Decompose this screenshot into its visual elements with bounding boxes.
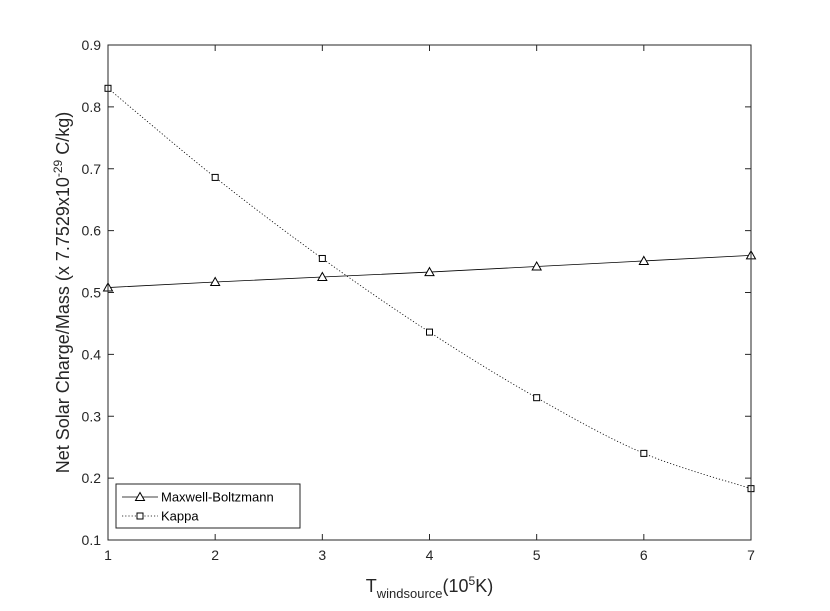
- y-tick-label: 0.4: [82, 346, 102, 362]
- y-tick-label: 0.6: [82, 223, 102, 239]
- x-tick-label: 1: [104, 547, 112, 563]
- point-kappa: [426, 328, 433, 336]
- point-kappa: [318, 254, 326, 262]
- legend-label-kappa: Kappa: [161, 509, 199, 524]
- x-axis: 1 2 3 4 5 6 7: [104, 45, 755, 563]
- x-tick-label: 6: [640, 547, 648, 563]
- legend-marker-maxwell-boltzmann: [134, 491, 146, 501]
- y-tick-label: 0.5: [82, 285, 102, 301]
- x-tick-label: 4: [426, 547, 434, 563]
- x-tick-label: 5: [533, 547, 541, 563]
- point-maxwell-boltzmann: [424, 266, 435, 277]
- y-axis-title: Net Solar Charge/Mass (x 7.7529x10-29 C/…: [51, 112, 73, 474]
- point-kappa: [211, 173, 219, 181]
- point-maxwell-boltzmann: [638, 255, 650, 265]
- y-axis: 0.1 0.2 0.3 0.4 0.5 0.6 0.7 0.8 0.9: [82, 37, 751, 548]
- legend: Maxwell-Boltzmann Kappa: [115, 483, 301, 529]
- series-layer: [102, 84, 757, 493]
- legend-label-maxwell-boltzmann: Maxwell-Boltzmann: [161, 490, 274, 505]
- point-kappa: [640, 449, 648, 457]
- y-tick-label: 0.1: [82, 532, 102, 548]
- y-tick-label: 0.8: [82, 99, 102, 115]
- plot-area: [108, 45, 751, 540]
- point-kappa: [533, 394, 541, 402]
- x-tick-label: 2: [211, 547, 219, 563]
- x-axis-title: Twindsource(105K): [366, 574, 493, 601]
- legend-box: [115, 483, 301, 529]
- y-tick-label: 0.7: [82, 161, 102, 177]
- legend-marker-kappa: [136, 512, 144, 520]
- x-tick-label: 7: [747, 547, 755, 563]
- x-tick-label: 3: [318, 547, 326, 563]
- y-tick-label: 0.3: [82, 408, 102, 424]
- y-tick-label: 0.9: [82, 37, 102, 53]
- point-maxwell-boltzmann: [209, 276, 221, 286]
- y-tick-label: 0.2: [82, 470, 102, 486]
- point-maxwell-boltzmann: [316, 271, 328, 282]
- point-maxwell-boltzmann: [531, 260, 543, 271]
